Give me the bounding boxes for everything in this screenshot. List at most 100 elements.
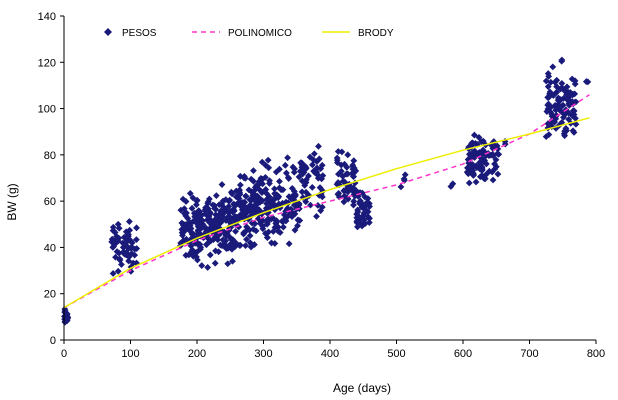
data-point bbox=[366, 203, 373, 210]
legend-label-brody: BRODY bbox=[358, 28, 394, 39]
data-point bbox=[355, 213, 363, 221]
data-point bbox=[206, 251, 214, 259]
data-point bbox=[216, 224, 223, 232]
data-point bbox=[131, 251, 139, 259]
x-tick-label: 700 bbox=[520, 348, 538, 360]
data-point bbox=[271, 185, 278, 193]
data-point bbox=[283, 169, 290, 177]
data-point bbox=[246, 205, 254, 213]
data-point bbox=[353, 219, 361, 226]
data-point bbox=[546, 88, 554, 96]
data-point bbox=[182, 225, 190, 233]
data-point bbox=[182, 198, 190, 205]
data-point bbox=[197, 216, 205, 223]
data-point bbox=[227, 240, 234, 248]
data-point bbox=[222, 244, 230, 252]
data-point bbox=[247, 240, 255, 248]
data-point bbox=[571, 114, 579, 122]
data-point bbox=[476, 165, 484, 173]
data-point bbox=[179, 195, 187, 203]
data-point bbox=[246, 232, 254, 240]
data-point bbox=[291, 210, 299, 218]
data-point bbox=[335, 170, 342, 178]
data-point bbox=[119, 239, 127, 247]
data-point bbox=[359, 213, 366, 220]
data-point bbox=[284, 154, 291, 162]
data-point bbox=[298, 177, 306, 185]
data-point bbox=[489, 150, 497, 158]
data-point bbox=[281, 211, 288, 219]
data-point bbox=[232, 228, 239, 235]
fit-line-brody bbox=[63, 117, 590, 309]
data-point bbox=[201, 207, 209, 215]
data-point bbox=[252, 227, 260, 235]
data-point bbox=[349, 184, 357, 192]
data-point bbox=[257, 188, 265, 195]
data-point bbox=[242, 192, 250, 200]
data-point bbox=[335, 190, 343, 197]
data-point bbox=[491, 160, 498, 168]
data-point bbox=[553, 76, 561, 84]
data-point bbox=[211, 202, 218, 210]
data-point bbox=[210, 236, 217, 243]
data-point bbox=[191, 234, 198, 242]
data-point bbox=[288, 213, 296, 220]
data-point bbox=[310, 150, 318, 158]
data-point bbox=[464, 170, 472, 178]
data-point bbox=[337, 161, 345, 169]
data-point bbox=[319, 172, 327, 180]
data-point bbox=[319, 187, 327, 195]
data-point bbox=[116, 255, 124, 263]
data-point bbox=[282, 207, 289, 215]
data-point bbox=[197, 243, 205, 251]
data-point bbox=[569, 90, 577, 98]
data-point bbox=[212, 211, 220, 219]
data-point bbox=[314, 171, 321, 179]
data-point bbox=[547, 78, 555, 86]
x-tick-label: 200 bbox=[188, 348, 206, 360]
data-point bbox=[214, 236, 222, 244]
data-point bbox=[228, 245, 236, 253]
data-point bbox=[473, 164, 481, 172]
data-point bbox=[542, 133, 550, 141]
data-point bbox=[494, 150, 501, 157]
data-point bbox=[262, 161, 270, 169]
y-tick-label: 120 bbox=[38, 57, 56, 69]
data-point bbox=[344, 151, 352, 159]
data-point bbox=[255, 194, 263, 202]
data-point bbox=[226, 219, 234, 226]
data-point bbox=[193, 248, 201, 256]
y-tick-label: 60 bbox=[44, 196, 56, 208]
data-point bbox=[271, 206, 279, 214]
data-point bbox=[220, 203, 227, 211]
data-point bbox=[120, 248, 128, 255]
data-point bbox=[203, 240, 211, 248]
data-point bbox=[192, 201, 200, 209]
data-point bbox=[489, 176, 497, 184]
data-point bbox=[465, 179, 473, 187]
data-point bbox=[202, 228, 210, 235]
data-point bbox=[301, 181, 309, 189]
data-point bbox=[110, 242, 118, 250]
data-point bbox=[273, 191, 281, 199]
data-point bbox=[572, 98, 580, 106]
data-point bbox=[186, 190, 194, 197]
data-point bbox=[236, 198, 244, 206]
data-point bbox=[400, 175, 408, 183]
data-point bbox=[570, 129, 578, 136]
data-point bbox=[287, 195, 295, 203]
data-point bbox=[285, 240, 293, 248]
x-tick-label: 300 bbox=[254, 348, 272, 360]
data-point bbox=[215, 248, 223, 256]
data-point bbox=[470, 131, 478, 139]
legend-label-pesos: PESOS bbox=[122, 28, 157, 39]
y-tick-label: 80 bbox=[44, 150, 56, 162]
data-point bbox=[254, 181, 262, 189]
data-point bbox=[234, 213, 241, 221]
data-point bbox=[562, 125, 570, 132]
data-point bbox=[350, 168, 358, 176]
legend-marker-pesos bbox=[104, 28, 112, 36]
data-point bbox=[565, 100, 573, 108]
data-point bbox=[227, 215, 235, 223]
data-point bbox=[466, 167, 474, 175]
